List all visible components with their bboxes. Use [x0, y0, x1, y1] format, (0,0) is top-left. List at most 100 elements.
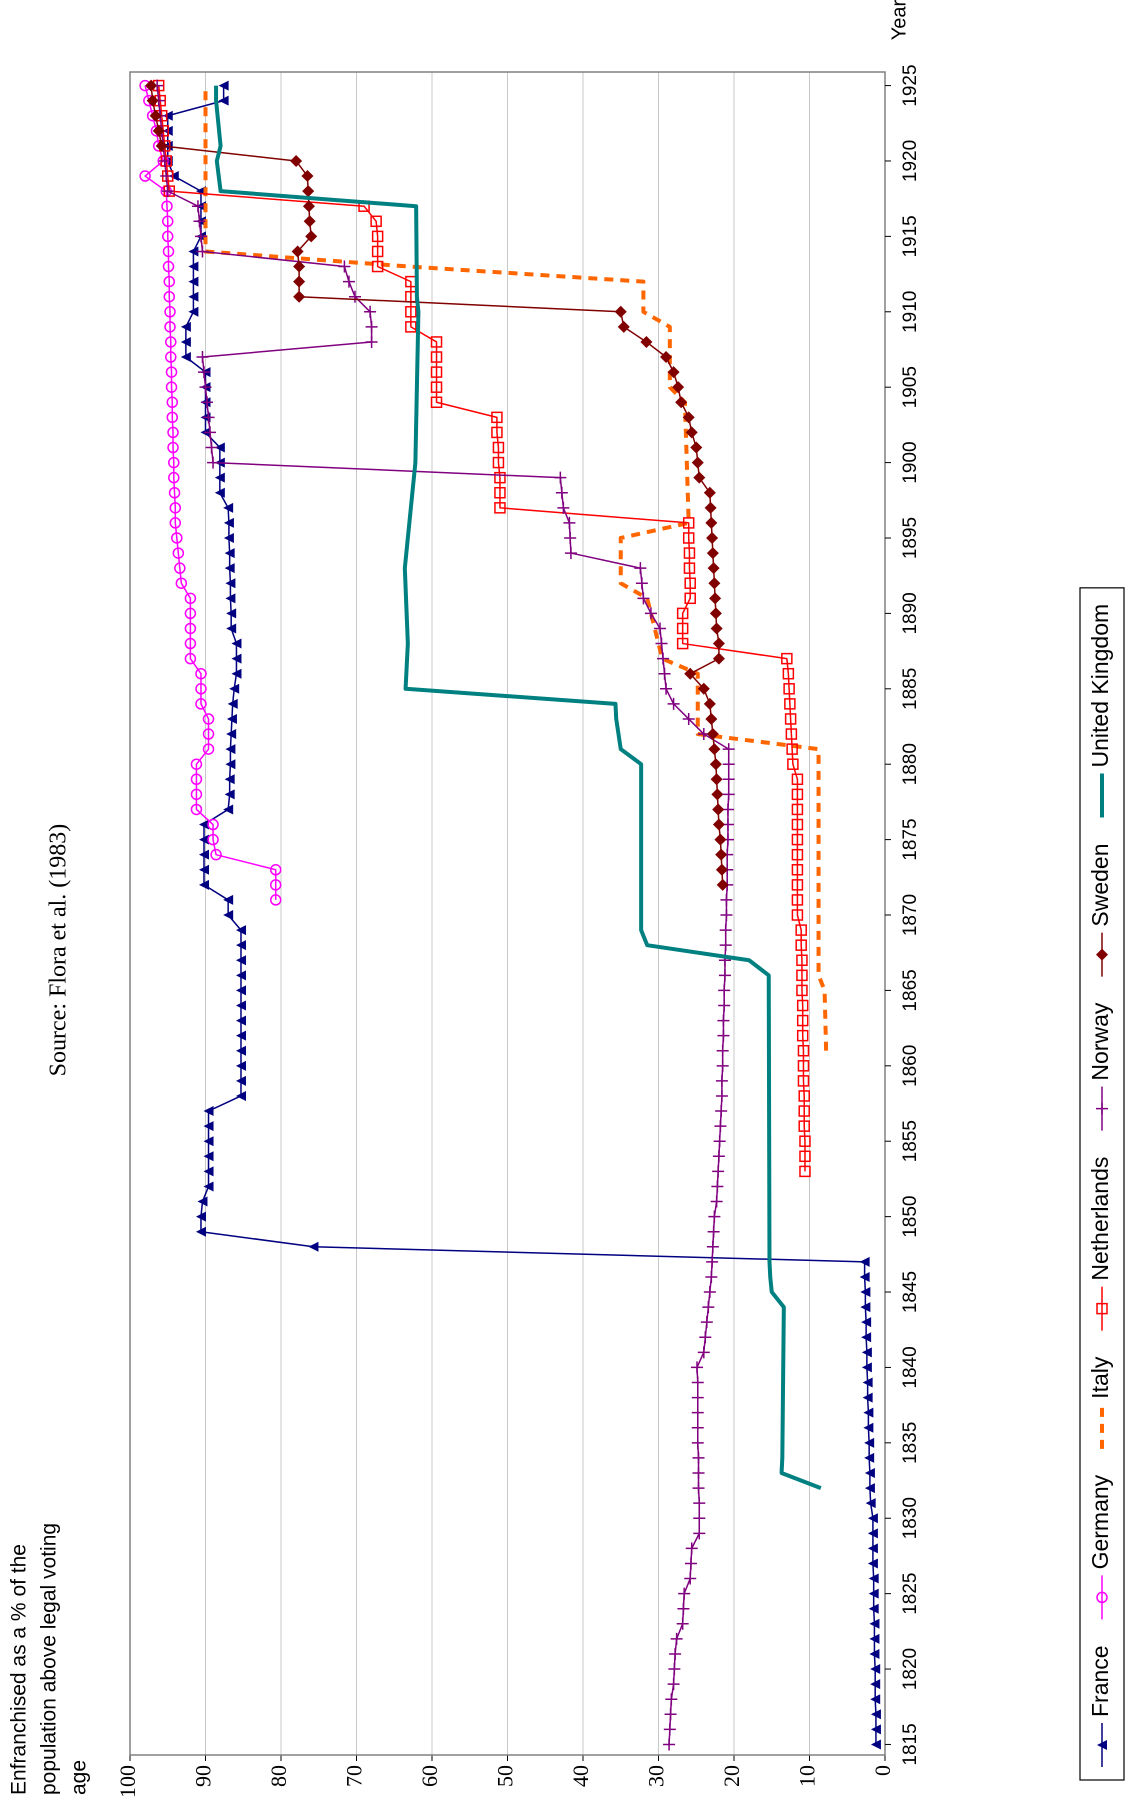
- point: [718, 999, 731, 1012]
- point: [195, 698, 207, 710]
- point: [371, 245, 384, 258]
- point: [167, 441, 179, 454]
- point: [302, 185, 315, 198]
- point: [201, 396, 214, 409]
- point: [202, 713, 215, 725]
- point: [706, 531, 719, 544]
- point: [160, 170, 173, 183]
- point: [682, 712, 695, 725]
- legend-marker: [1096, 948, 1108, 961]
- point: [184, 622, 197, 635]
- y-tick-label: 60: [417, 1765, 442, 1787]
- x-tick-label: 1840: [900, 1346, 921, 1388]
- point: [862, 1392, 873, 1403]
- point: [308, 1241, 319, 1252]
- point: [712, 1165, 725, 1178]
- point: [798, 1120, 810, 1132]
- point: [787, 758, 799, 770]
- point: [717, 1014, 730, 1027]
- point: [708, 577, 721, 590]
- point: [162, 215, 174, 228]
- point: [797, 1044, 810, 1057]
- point: [691, 456, 704, 469]
- point: [685, 426, 698, 439]
- y-tick-label: 50: [493, 1765, 518, 1787]
- point: [644, 607, 657, 620]
- point: [716, 1059, 729, 1072]
- point: [716, 878, 729, 891]
- point: [180, 321, 191, 332]
- point: [165, 336, 177, 348]
- point: [703, 697, 716, 710]
- point: [667, 1678, 680, 1691]
- point: [235, 1090, 246, 1101]
- point: [218, 95, 229, 106]
- point: [706, 1240, 719, 1253]
- point: [207, 833, 219, 846]
- point: [860, 1287, 871, 1298]
- point: [683, 562, 696, 574]
- point: [667, 366, 680, 379]
- point: [555, 486, 568, 499]
- point: [175, 577, 188, 589]
- point: [218, 80, 229, 91]
- legend: France Germany Italy Netherlands Norway Swede…: [1087, 604, 1113, 1767]
- point: [195, 683, 207, 695]
- point: [675, 396, 688, 409]
- point: [224, 789, 235, 800]
- point: [676, 1617, 689, 1630]
- point: [798, 1090, 810, 1102]
- point: [791, 848, 804, 861]
- legend-label: Germany: [1087, 1474, 1113, 1569]
- point: [667, 697, 680, 710]
- point: [722, 773, 735, 786]
- point: [492, 441, 505, 454]
- point: [564, 531, 577, 544]
- point: [664, 1708, 677, 1721]
- point: [163, 290, 176, 303]
- x-tick-label: 1895: [900, 517, 921, 559]
- point: [712, 1150, 725, 1163]
- point: [168, 171, 179, 182]
- point: [269, 879, 282, 891]
- point: [637, 592, 650, 605]
- point: [720, 909, 733, 922]
- point: [188, 246, 199, 257]
- x-tick-label: 1825: [900, 1572, 921, 1614]
- point: [684, 1572, 697, 1585]
- point: [223, 532, 234, 543]
- point: [180, 336, 191, 347]
- point: [348, 290, 361, 303]
- point: [697, 1346, 710, 1359]
- point: [864, 1437, 875, 1448]
- x-tick-label: 1875: [900, 818, 921, 860]
- point: [693, 1497, 706, 1510]
- point: [168, 471, 180, 484]
- point: [557, 501, 570, 514]
- x-tick-label: 1885: [900, 668, 921, 710]
- point: [868, 1603, 879, 1614]
- point: [204, 426, 217, 439]
- y-tick-label: 40: [568, 1765, 593, 1787]
- point: [430, 351, 443, 363]
- point: [791, 909, 804, 921]
- point: [199, 381, 212, 394]
- legend-label: France: [1087, 1645, 1113, 1717]
- point: [196, 245, 209, 258]
- x-tick-label: 1860: [900, 1045, 921, 1087]
- point: [795, 939, 807, 951]
- point: [139, 170, 151, 182]
- point: [205, 441, 218, 454]
- x-tick-label: 1920: [900, 140, 921, 182]
- point: [203, 1166, 214, 1177]
- point: [188, 261, 199, 272]
- point: [660, 682, 673, 695]
- point: [863, 1422, 874, 1433]
- point: [692, 1482, 705, 1495]
- point: [670, 1632, 683, 1645]
- point: [703, 1286, 716, 1299]
- point: [722, 743, 735, 756]
- point: [682, 517, 695, 529]
- point: [867, 1528, 878, 1539]
- point: [869, 1633, 880, 1644]
